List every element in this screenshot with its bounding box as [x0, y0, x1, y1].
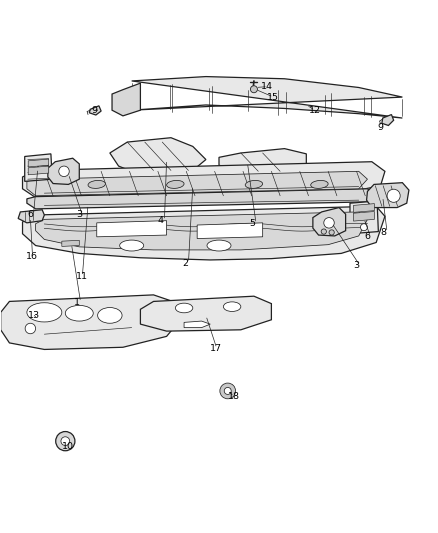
Ellipse shape — [65, 305, 93, 321]
Text: 18: 18 — [228, 392, 240, 401]
Polygon shape — [350, 201, 378, 234]
Polygon shape — [27, 189, 376, 209]
Ellipse shape — [88, 181, 106, 188]
Polygon shape — [27, 171, 367, 196]
Ellipse shape — [175, 303, 193, 313]
Polygon shape — [184, 321, 210, 328]
Circle shape — [224, 387, 231, 394]
Polygon shape — [1, 295, 184, 350]
Ellipse shape — [98, 308, 122, 323]
Polygon shape — [353, 212, 374, 221]
Text: 15: 15 — [267, 93, 279, 102]
Ellipse shape — [207, 240, 231, 251]
Text: 1: 1 — [74, 298, 80, 307]
Polygon shape — [382, 115, 394, 125]
Text: 16: 16 — [26, 253, 38, 261]
Text: 6: 6 — [364, 232, 370, 241]
Polygon shape — [22, 206, 385, 260]
Circle shape — [59, 166, 69, 176]
Text: 10: 10 — [62, 442, 74, 451]
Polygon shape — [112, 83, 141, 116]
Polygon shape — [219, 149, 306, 173]
Text: 11: 11 — [76, 272, 88, 281]
Ellipse shape — [245, 181, 263, 188]
Text: 3: 3 — [76, 211, 82, 220]
Polygon shape — [353, 204, 374, 212]
Text: 14: 14 — [261, 82, 273, 91]
Ellipse shape — [120, 240, 144, 251]
Circle shape — [360, 224, 367, 231]
Text: 12: 12 — [308, 106, 321, 115]
Polygon shape — [89, 106, 101, 115]
Circle shape — [220, 383, 236, 399]
Circle shape — [251, 86, 258, 93]
Circle shape — [56, 432, 75, 451]
Text: 9: 9 — [377, 123, 383, 132]
Text: 3: 3 — [353, 261, 360, 270]
Polygon shape — [313, 207, 346, 236]
Polygon shape — [22, 161, 385, 198]
Text: 17: 17 — [210, 344, 222, 353]
Circle shape — [61, 437, 70, 446]
Polygon shape — [367, 183, 409, 207]
Circle shape — [387, 189, 400, 203]
Ellipse shape — [166, 181, 184, 188]
Ellipse shape — [223, 302, 241, 311]
Circle shape — [329, 230, 334, 235]
Polygon shape — [110, 138, 206, 175]
Polygon shape — [28, 159, 49, 167]
Polygon shape — [48, 158, 79, 184]
Polygon shape — [38, 163, 48, 171]
Polygon shape — [197, 223, 263, 239]
Polygon shape — [141, 296, 272, 331]
Circle shape — [324, 217, 334, 228]
Text: 2: 2 — [182, 259, 188, 268]
Polygon shape — [97, 221, 166, 237]
Polygon shape — [62, 240, 79, 246]
Text: 9: 9 — [91, 106, 97, 115]
Text: 4: 4 — [158, 216, 164, 225]
Text: 5: 5 — [250, 219, 255, 228]
Polygon shape — [18, 210, 44, 223]
Text: 13: 13 — [28, 311, 40, 320]
Text: 6: 6 — [27, 211, 33, 220]
Polygon shape — [25, 154, 52, 181]
Ellipse shape — [311, 181, 328, 188]
Ellipse shape — [27, 303, 62, 322]
Polygon shape — [132, 77, 403, 118]
Polygon shape — [35, 212, 367, 250]
Circle shape — [321, 229, 326, 234]
Polygon shape — [28, 166, 49, 175]
Circle shape — [25, 323, 35, 334]
Text: 8: 8 — [381, 228, 387, 237]
